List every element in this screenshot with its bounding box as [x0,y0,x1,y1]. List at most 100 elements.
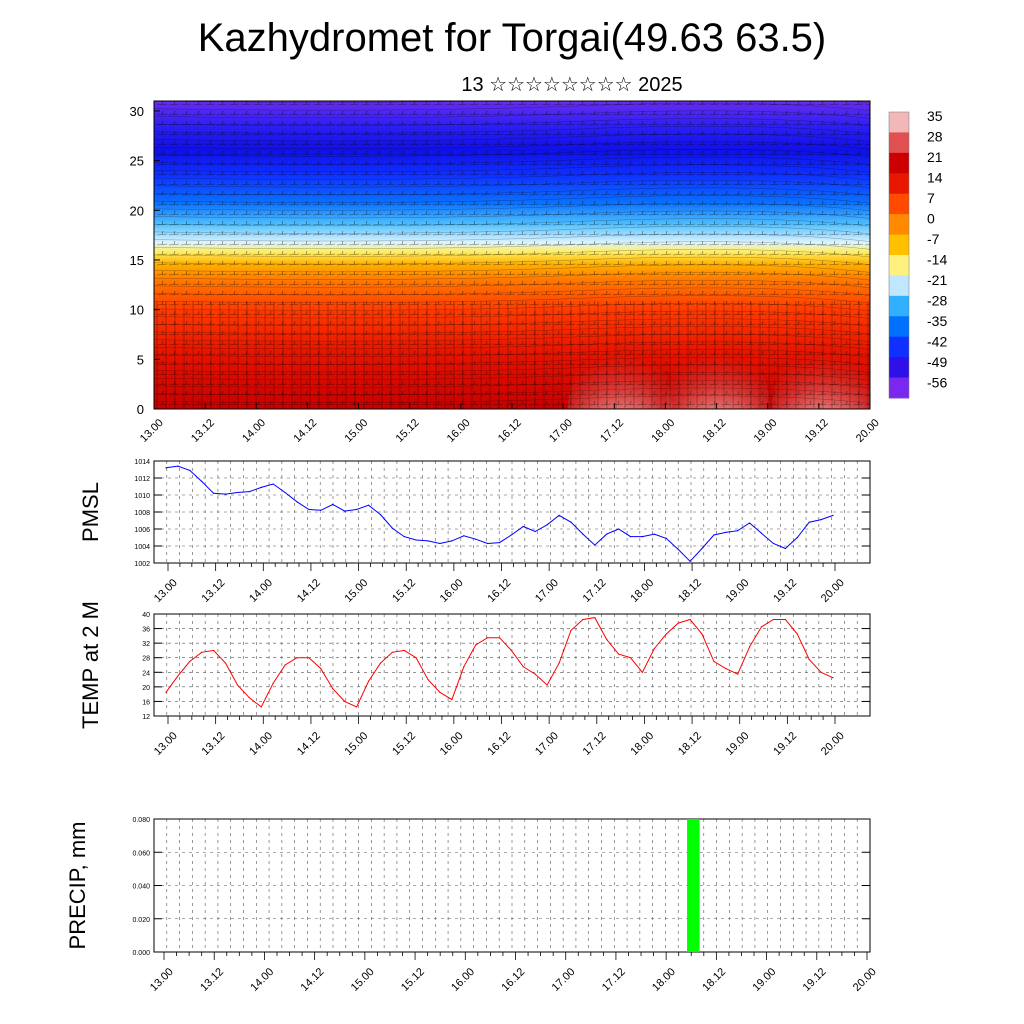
data-point [486,542,489,545]
chart-subtitle: 13 ☆☆☆☆☆☆☆☆ 2025 [461,74,683,96]
x-tick-label: 19.12 [771,730,799,758]
colorbar-label: 14 [927,170,943,186]
data-point [760,532,763,534]
data-point [248,491,250,493]
data-point [701,547,703,550]
x-tick-label: 14.00 [240,417,268,445]
data-point [296,501,298,503]
data-point [534,530,536,533]
data-point [201,651,203,653]
x-tick-label: 18.12 [676,730,704,758]
data-point [629,657,632,659]
data-point [189,469,191,471]
x-tick-label: 17.00 [547,417,575,445]
x-tick-label: 16.00 [438,730,466,758]
colorbar-segment [889,112,909,133]
x-tick-label: 20.00 [851,966,879,994]
y-tick-label: 28 [142,656,150,663]
x-tick-label: 17.00 [533,730,561,758]
data-point [796,633,798,635]
x-tick-label: 15.00 [342,417,370,445]
y-tick-label: 1014 [134,459,150,466]
x-tick-label: 16.00 [449,966,477,994]
y-axis-label: PRECIP, mm [65,822,90,950]
data-point [224,493,227,495]
x-tick-label: 16.12 [485,730,513,758]
data-point [498,637,501,639]
x-tick-label: 19.00 [752,417,780,445]
x-tick-label: 18.00 [650,966,678,994]
colorbar-label: -21 [927,272,947,288]
data-point [546,524,548,526]
data-point [653,533,655,535]
data-point [653,648,655,650]
data-point [177,465,179,467]
x-tick-label: 18.00 [628,577,656,605]
x-tick-label: 15.12 [394,417,422,445]
data-point [403,649,405,652]
data-point [665,537,667,539]
data-point [272,682,274,684]
data-point [665,633,667,635]
data-point [427,678,429,681]
x-tick-label: 13.12 [198,966,226,994]
plot-frame [153,818,871,953]
x-tick-label: 16.12 [485,577,513,605]
x-tick-label: 20.00 [854,417,882,445]
data-point [737,530,739,532]
data-point [629,536,632,538]
data-point [177,675,179,677]
data-point [820,519,822,521]
data-point [451,699,453,701]
x-tick-label: 15.00 [349,966,377,994]
x-tick-label: 17.00 [533,577,561,605]
x-tick-label: 14.00 [248,966,276,994]
data-point [367,504,370,506]
colorbar-label: 7 [927,190,935,206]
x-tick-label: 14.00 [247,577,275,605]
colorbar-label: -35 [927,313,947,329]
x-tick-label: 15.00 [342,730,370,758]
x-tick-label: 18.12 [700,966,728,994]
x-tick-label: 13.12 [200,577,228,605]
y-tick-label: 0.000 [132,950,150,957]
data-point [594,617,596,619]
data-point [606,638,608,641]
data-point [784,618,786,621]
plot-frame [153,460,871,564]
precip-bar [687,819,700,952]
data-point [224,662,227,664]
y-tick-label: 15 [130,253,144,268]
colorbar-segment [889,255,909,276]
x-tick-label: 19.00 [724,730,752,758]
x-tick-label: 19.12 [801,966,829,994]
x-tick-label: 13.12 [189,417,217,445]
x-tick-label: 19.12 [771,577,799,605]
data-point [760,626,763,628]
colorbar-segment [889,316,909,338]
data-point [689,618,691,621]
x-tick-label: 14.12 [295,730,323,758]
x-tick-label: 19.12 [803,417,831,445]
data-point [582,533,584,535]
data-point [165,691,167,693]
x-tick-label: 17.12 [581,730,609,758]
y-tick-label: 1004 [134,544,150,551]
data-point [689,560,691,562]
colorbar-segment [889,295,909,317]
data-point [570,521,572,523]
data-point [784,547,786,550]
data-point [522,525,524,528]
colorbar-segment [889,234,909,256]
data-point [498,542,501,544]
x-tick-label: 13.00 [148,966,176,994]
data-point [534,673,536,675]
x-tick-label: 15.12 [390,577,418,605]
colorbar-segment [889,275,909,297]
data-point [510,534,513,536]
data-point [641,536,644,538]
y-tick-label: 1008 [134,510,150,517]
x-tick-label: 16.12 [496,417,524,445]
y-axis-label: PMSL [78,482,103,542]
x-tick-label: 15.12 [390,730,418,758]
